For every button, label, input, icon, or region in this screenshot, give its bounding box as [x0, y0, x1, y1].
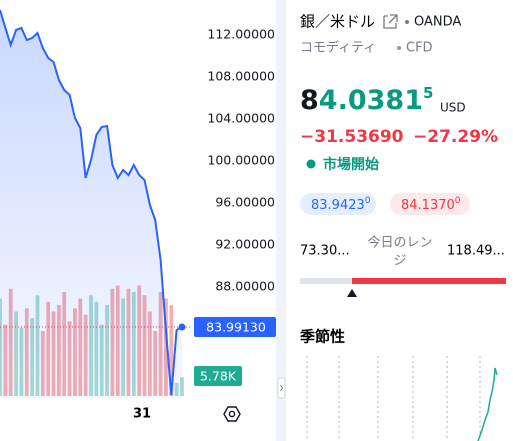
bid-pill	[300, 193, 376, 215]
y-tick-label: 108.00000	[207, 68, 275, 83]
bid: 83.94230	[311, 196, 371, 213]
ask: 84.13700	[401, 196, 461, 213]
last-price-label: 83.99130	[206, 320, 266, 335]
y-tick-label: 104.00000	[207, 110, 275, 125]
change: −31.53690	[300, 127, 404, 147]
y-tick-label: 96.00000	[215, 194, 275, 209]
range-bar-fill	[352, 278, 506, 284]
price-area	[0, 10, 182, 398]
price-lead: 8	[300, 85, 319, 116]
range-marker	[347, 289, 357, 297]
bid-tail: 0	[365, 196, 371, 206]
y-tick-label: 92.00000	[215, 236, 275, 251]
range-label: 今日のレン	[367, 235, 432, 251]
divider	[276, 0, 286, 441]
y-tick-label: 88.00000	[215, 279, 275, 294]
y-tick-label: 100.00000	[207, 152, 275, 167]
price-line	[0, 9, 183, 396]
range-low: 73.30...	[300, 244, 350, 259]
last-volume-tag	[194, 366, 242, 386]
kind: CFD	[406, 41, 433, 56]
exchange: OANDA	[414, 15, 461, 30]
section-title: 季節性	[300, 328, 345, 346]
seasonality-grid	[306, 356, 481, 441]
y-tick-label: 112.00000	[207, 26, 275, 41]
ask-pill	[390, 193, 470, 215]
settings-icon[interactable]	[223, 406, 241, 422]
range-bar	[300, 278, 352, 284]
last-volume-label: 5.78K	[200, 369, 237, 384]
range-label: ジ	[393, 254, 406, 269]
price-body: 4.0381	[319, 85, 423, 116]
currency: USD	[440, 101, 466, 115]
price: 84.03815	[300, 84, 433, 116]
last-point	[178, 323, 186, 331]
plot-area	[0, 9, 190, 398]
external-link[interactable]	[383, 14, 398, 29]
symbol-name: 銀／米ドル	[300, 13, 375, 31]
volume-bar	[169, 305, 174, 396]
price-axis: 112.00000 108.00000 104.00000 100.00000 96.0…	[194, 26, 276, 386]
collapse-handle[interactable]	[277, 377, 286, 399]
seasonality-line	[477, 367, 498, 441]
change-percent: −27.29%	[413, 127, 498, 147]
last-price-tag	[194, 317, 276, 338]
bid-body: 83.9423	[311, 198, 365, 213]
price-tail: 5	[423, 84, 433, 102]
range-high: 118.49...	[447, 244, 505, 259]
market-status: 市場開始	[323, 156, 379, 173]
ask-tail: 0	[455, 196, 461, 206]
x-label: 31	[133, 407, 151, 422]
ask-body: 84.1370	[401, 198, 455, 213]
category: コモディティ	[300, 40, 376, 56]
